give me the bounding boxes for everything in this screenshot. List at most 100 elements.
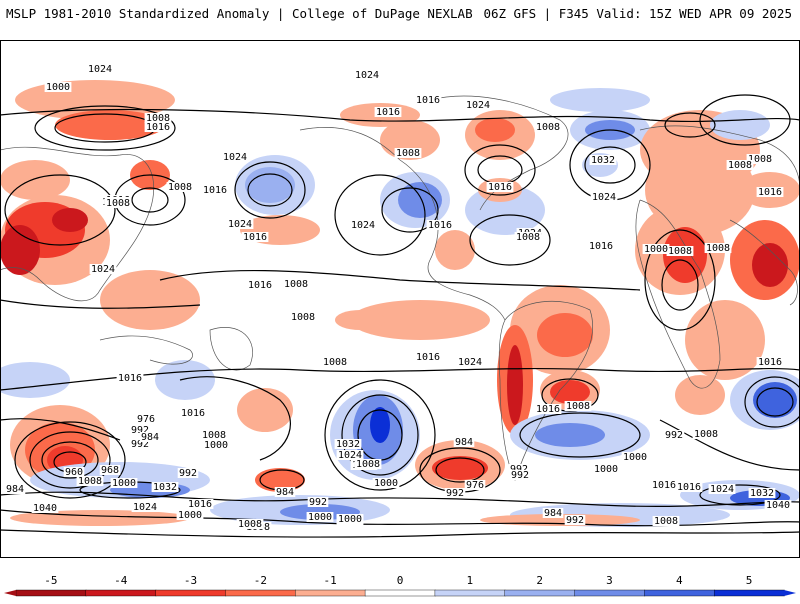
anomaly-patch-neg3 bbox=[432, 456, 488, 480]
contour-label-bg bbox=[99, 465, 121, 475]
isobar-label: 992 bbox=[179, 468, 197, 479]
isobar-label: 1016 bbox=[188, 499, 212, 510]
isobar-label: 1040 bbox=[766, 500, 790, 511]
contour-label-bg bbox=[110, 478, 138, 488]
colorbar-band-zero bbox=[364, 589, 436, 597]
isobar-label: 1016 bbox=[416, 352, 440, 363]
isobar-label: 1016 bbox=[118, 373, 142, 384]
anomaly-patch-neg4 bbox=[752, 243, 788, 287]
contour-label-bg bbox=[692, 429, 720, 439]
isobar-label: 1016 bbox=[536, 404, 560, 415]
anomaly-patch-pos3 bbox=[398, 182, 442, 218]
isobar-label: 1024 bbox=[91, 264, 115, 275]
isobar-label: 1024 bbox=[88, 64, 112, 75]
contour-labels: 1024 1000 1024 1008 1016 1016 1016 1024 1016 1008… bbox=[4, 64, 792, 533]
anomaly-patch-neg1 bbox=[237, 388, 293, 432]
isobar-label: 1016 bbox=[243, 232, 267, 243]
map-header: MSLP 1981-2010 Standardized Anomaly | Co… bbox=[0, 0, 800, 30]
contour-label-bg bbox=[726, 160, 754, 170]
isobar-label: 1016 bbox=[758, 357, 782, 368]
map-title: MSLP 1981-2010 Standardized Anomaly | Co… bbox=[6, 6, 473, 21]
contour-label-bg bbox=[241, 232, 269, 242]
contour-label-bg bbox=[354, 459, 382, 469]
contour-label-bg bbox=[129, 425, 151, 435]
isobar-label: 1000 bbox=[204, 440, 228, 451]
isobar-label: 1000 bbox=[644, 244, 668, 255]
isobar-label: 1032 bbox=[750, 488, 774, 499]
coastlines bbox=[0, 95, 800, 481]
contour-label-bg bbox=[306, 512, 334, 522]
isobar-label: 976 bbox=[137, 414, 155, 425]
contour-label-bg bbox=[176, 510, 204, 520]
contour-label-bg bbox=[650, 480, 678, 490]
isobar-label: 960 bbox=[65, 467, 83, 478]
contour-label-bg bbox=[590, 192, 618, 202]
anomaly-patch-neg1 bbox=[335, 310, 385, 330]
isobar-label: 1016 bbox=[758, 187, 782, 198]
isobar-label: 1016 bbox=[376, 107, 400, 118]
anomaly-patch-pos3 bbox=[535, 423, 605, 447]
isobar-label: 992 bbox=[131, 439, 149, 450]
anomaly-patch-neg1 bbox=[685, 300, 765, 380]
colorbar-bands bbox=[4, 589, 796, 597]
anomaly-patch-neg4 bbox=[0, 225, 40, 275]
anomaly-patch-neg1 bbox=[0, 160, 70, 200]
anomaly-patch-neg2 bbox=[537, 313, 593, 357]
contour-label-bg bbox=[349, 220, 377, 230]
contour-label-bg bbox=[177, 468, 199, 478]
isobar-label: 1008 bbox=[168, 182, 192, 193]
anomaly-patch-neg1 bbox=[435, 230, 475, 270]
contour-label-bg bbox=[663, 430, 685, 440]
colorbar-tick-label: 2 bbox=[536, 574, 543, 587]
isobar-label: 992 bbox=[510, 464, 528, 475]
contour-label-bg bbox=[509, 470, 531, 480]
isobar-label: 1008 bbox=[146, 113, 170, 124]
contour-label-bg bbox=[151, 482, 179, 492]
isobar-label: 968 bbox=[101, 465, 119, 476]
contour-label-bg bbox=[336, 450, 364, 460]
model-run-info: 06Z GFS | F345 Valid: 15Z WED APR 09 202… bbox=[483, 6, 792, 21]
isobar-label: 1000 bbox=[46, 82, 70, 93]
contour-label-bg bbox=[592, 464, 620, 474]
isobar-label: 1000 bbox=[178, 510, 202, 521]
contour-label-bg bbox=[116, 373, 144, 383]
colorbar-tick-label: -5 bbox=[44, 574, 57, 587]
colorbar-tick-label: 0 bbox=[397, 574, 404, 587]
anomaly-patch-neg4 bbox=[52, 208, 88, 232]
isobar-label: 1040 bbox=[33, 503, 57, 514]
colorbar-band-neg4 bbox=[85, 589, 157, 597]
isobar-label: 1024 bbox=[338, 450, 362, 461]
contour-label-bg bbox=[708, 484, 736, 494]
contour-label-bg bbox=[748, 488, 776, 498]
isobar-label: 992 bbox=[566, 515, 584, 526]
isobar-label: 1016 bbox=[203, 185, 227, 196]
contour-label-bg bbox=[453, 437, 475, 447]
colorbar-legend: -5 -4 -3 -2 -1 0 1 2 3 4 5 bbox=[0, 568, 800, 600]
contour-label-bg bbox=[44, 82, 72, 92]
contour-label-bg bbox=[444, 488, 466, 498]
anomaly-patch-pos1 bbox=[710, 110, 770, 140]
contour-label-bg bbox=[221, 152, 249, 162]
contour-label-bg bbox=[456, 357, 484, 367]
isobar-label: 1016 bbox=[652, 480, 676, 491]
anomaly-shading bbox=[0, 80, 800, 527]
colorbar-band-neg2 bbox=[225, 589, 296, 597]
isobar-label: 1008 bbox=[694, 429, 718, 440]
colorbar-band-neg5 bbox=[15, 589, 87, 597]
isobar-label: 1008 bbox=[706, 243, 730, 254]
contour-label-bg bbox=[486, 182, 514, 192]
isobar-label: 1016 bbox=[428, 220, 452, 231]
colorbar-ticks: -5 -4 -3 -2 -1 0 1 2 3 4 5 bbox=[44, 574, 752, 587]
isobar-label: 984 bbox=[276, 487, 294, 498]
contour-label-bg bbox=[236, 519, 264, 529]
contour-label-bg bbox=[394, 148, 422, 158]
contour-label-bg bbox=[131, 502, 159, 512]
contour-label-bg bbox=[464, 480, 486, 490]
contour-label-bg bbox=[642, 244, 670, 254]
contour-label-bg bbox=[139, 432, 161, 442]
contour-label-bg bbox=[166, 182, 194, 192]
contour-label-bg bbox=[564, 401, 592, 411]
colorbar-max-arrow bbox=[784, 590, 796, 596]
isobar-label: 1024 bbox=[133, 502, 157, 513]
contour-label-bg bbox=[104, 198, 132, 208]
